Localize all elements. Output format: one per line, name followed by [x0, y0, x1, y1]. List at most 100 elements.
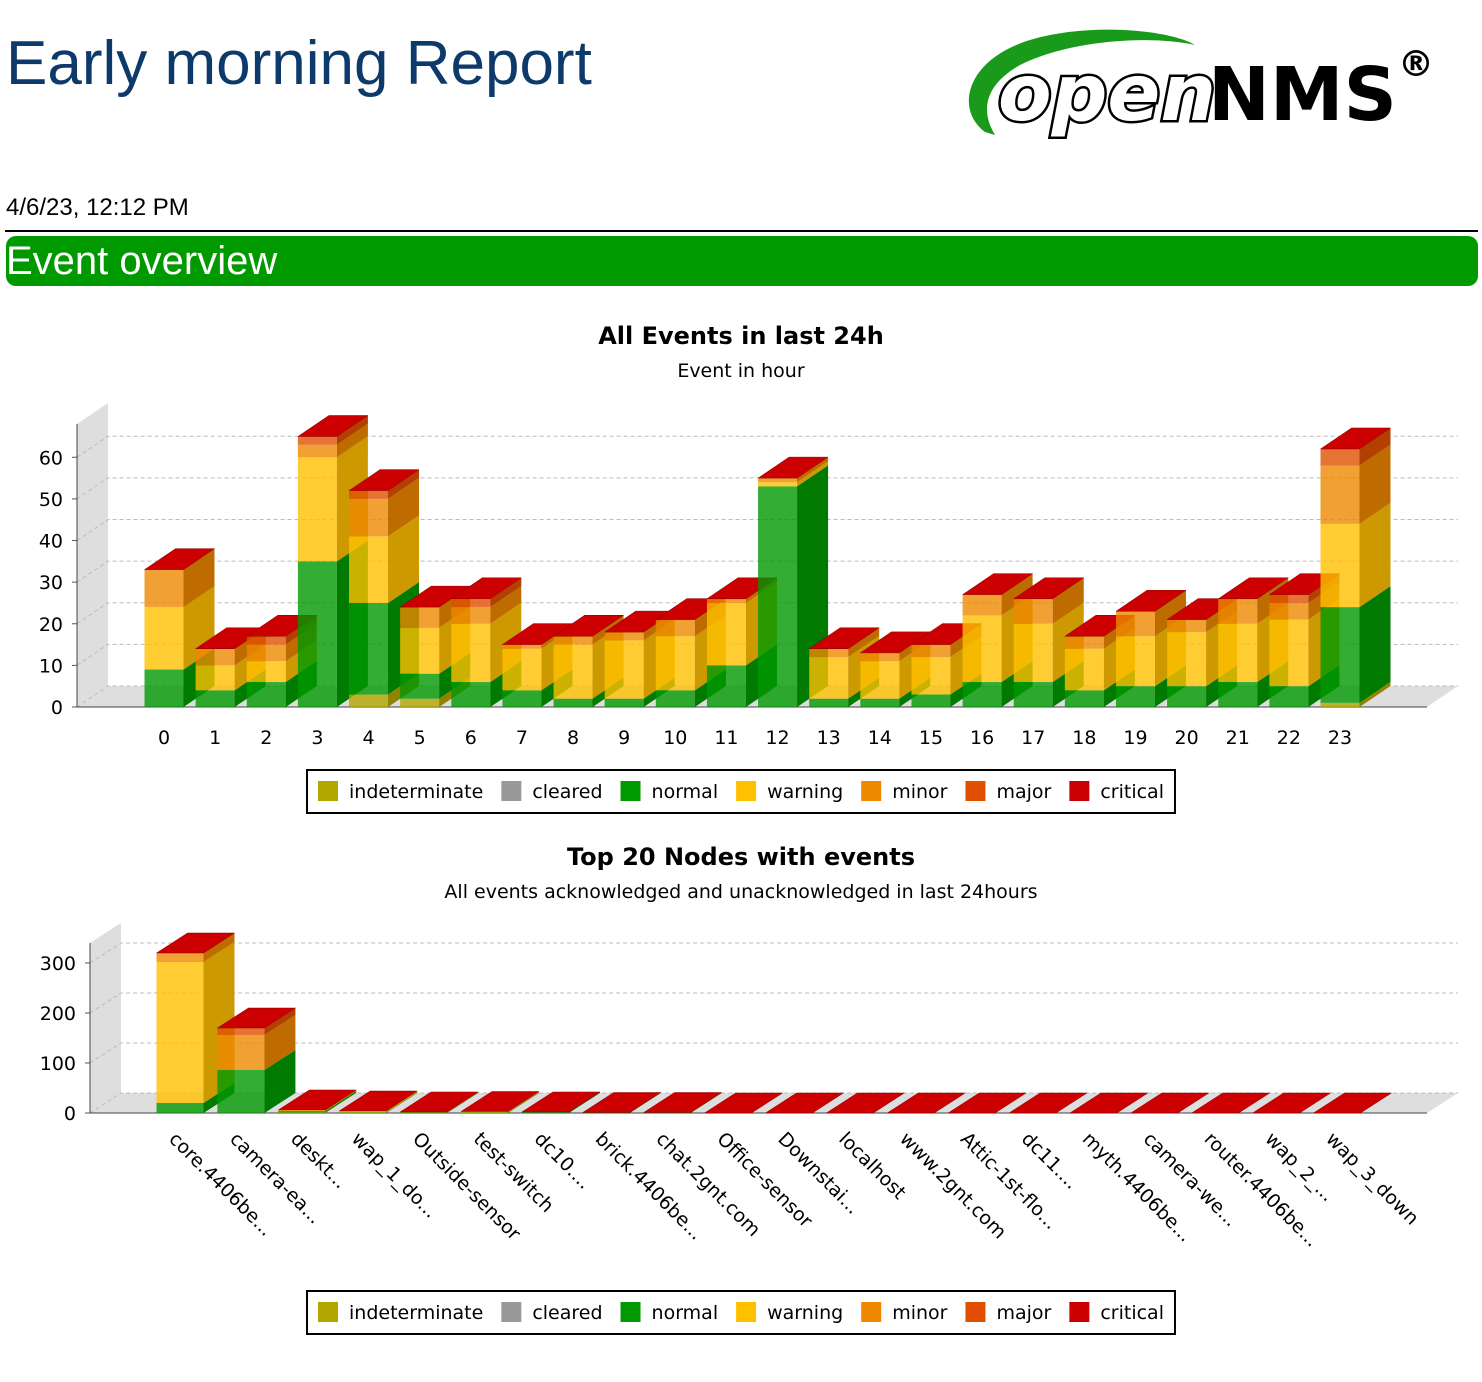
- bar-top: [338, 1090, 419, 1112]
- bar-side: [797, 457, 829, 483]
- legend-swatch: [620, 781, 641, 801]
- bar-side: [1359, 681, 1391, 707]
- bar-front: [278, 1110, 326, 1111]
- bar-side: [336, 423, 368, 458]
- bar-front: [553, 698, 593, 707]
- bar-side-shade: [325, 1091, 357, 1113]
- bar-front: [400, 1112, 448, 1113]
- legend-swatch: [1069, 1302, 1090, 1322]
- bar-front: [502, 648, 542, 691]
- bar-front: [1064, 690, 1104, 707]
- bar-side-shade: [1359, 586, 1391, 703]
- grid-line: [76, 519, 1458, 541]
- x-tick-label: www.2gnt.com: [895, 1128, 1010, 1243]
- bar-segment: [156, 933, 235, 962]
- bar-front: [1269, 686, 1309, 707]
- bar-front: [706, 602, 746, 666]
- y-tick-label: 10: [39, 655, 63, 677]
- bar-side-shade: [183, 548, 215, 608]
- bar-top: [1012, 577, 1085, 600]
- x-tick-label: 7: [516, 727, 528, 749]
- bar-front: [962, 682, 1002, 707]
- bar-side: [325, 1092, 357, 1113]
- grid-line: [89, 992, 1458, 1014]
- bar-top: [297, 415, 369, 437]
- bar-top: [642, 1092, 723, 1113]
- legend-swatch: [861, 781, 882, 801]
- bar-front: [195, 648, 235, 666]
- bar-segment: [349, 469, 420, 499]
- bar-side-shade: [490, 586, 522, 624]
- bar-front: [1218, 623, 1258, 683]
- bar-segment: [1320, 586, 1391, 703]
- x-tick-label: 8: [567, 727, 579, 749]
- x-tick-label: brick.4406be...: [591, 1128, 708, 1245]
- bar-side-shade: [1359, 502, 1391, 608]
- y-tick-label: 60: [39, 447, 63, 469]
- bar-front: [1167, 686, 1207, 707]
- bar-front: [809, 648, 849, 658]
- bar-top: [581, 1092, 662, 1113]
- section-banner: [6, 236, 1478, 286]
- bar-side: [447, 1092, 479, 1113]
- bar-front: [349, 490, 389, 499]
- bar-side-shade: [447, 1092, 479, 1113]
- legend-swatch: [736, 781, 757, 801]
- bar-side: [1052, 577, 1084, 624]
- bar-side: [1359, 586, 1391, 703]
- bar-side-shade: [1359, 444, 1391, 524]
- bar-segment: [339, 1091, 418, 1113]
- grid-line: [76, 643, 1458, 666]
- legend-label: major: [996, 781, 1051, 803]
- bar-top: [155, 932, 236, 954]
- grid-line: [76, 560, 1458, 583]
- bar-side-shade: [1052, 577, 1084, 624]
- legend-swatch: [965, 781, 986, 801]
- bar-top: [757, 456, 829, 479]
- bar-front: [451, 682, 491, 707]
- bar-front: [809, 657, 849, 699]
- y-tick-label: 50: [39, 489, 63, 511]
- legend-label: cleared: [532, 1302, 602, 1324]
- x-tick-label: 15: [919, 727, 943, 749]
- bar-front: [1320, 465, 1360, 524]
- grid-line: [76, 685, 1458, 708]
- legend-label: critical: [1100, 781, 1164, 803]
- bar-front: [1320, 702, 1360, 707]
- bar-top: [1069, 1092, 1149, 1114]
- bar-side-shade: [336, 423, 368, 458]
- x-tick-label: 13: [817, 727, 841, 749]
- bar-top: [216, 1007, 297, 1029]
- bar-front: [911, 644, 951, 658]
- bar-front: [297, 436, 337, 445]
- bar-side-shade: [264, 1015, 296, 1070]
- bar-segment: [1115, 590, 1186, 637]
- bar-front: [144, 669, 184, 707]
- bar-front: [553, 636, 593, 645]
- bar-front: [349, 694, 389, 707]
- legend-swatch: [501, 1302, 522, 1322]
- bar-side: [490, 577, 522, 608]
- bar-side-shade: [848, 627, 880, 658]
- bar-front: [553, 644, 593, 699]
- x-tick-label: 1: [209, 727, 221, 749]
- bar-front: [1269, 594, 1309, 603]
- bar-side: [264, 1008, 296, 1035]
- bar-front: [195, 665, 235, 691]
- bar-front: [1218, 598, 1258, 624]
- bar-front: [1115, 636, 1155, 687]
- bar-side: [1359, 444, 1391, 524]
- bar-front: [521, 1112, 569, 1113]
- y-tick-label: 40: [39, 531, 63, 553]
- bar-front: [1167, 619, 1207, 633]
- legend-swatch: [965, 1302, 986, 1322]
- bar-side-shade: [1359, 681, 1391, 707]
- bar-front: [655, 636, 695, 691]
- x-tick-label: myth.4406be...: [1078, 1128, 1196, 1246]
- chart-title: Top 20 Nodes with events: [567, 843, 915, 871]
- bar-front: [144, 607, 184, 670]
- legend-label: warning: [767, 1302, 843, 1324]
- bar-front: [911, 657, 951, 695]
- bar-front: [451, 607, 491, 624]
